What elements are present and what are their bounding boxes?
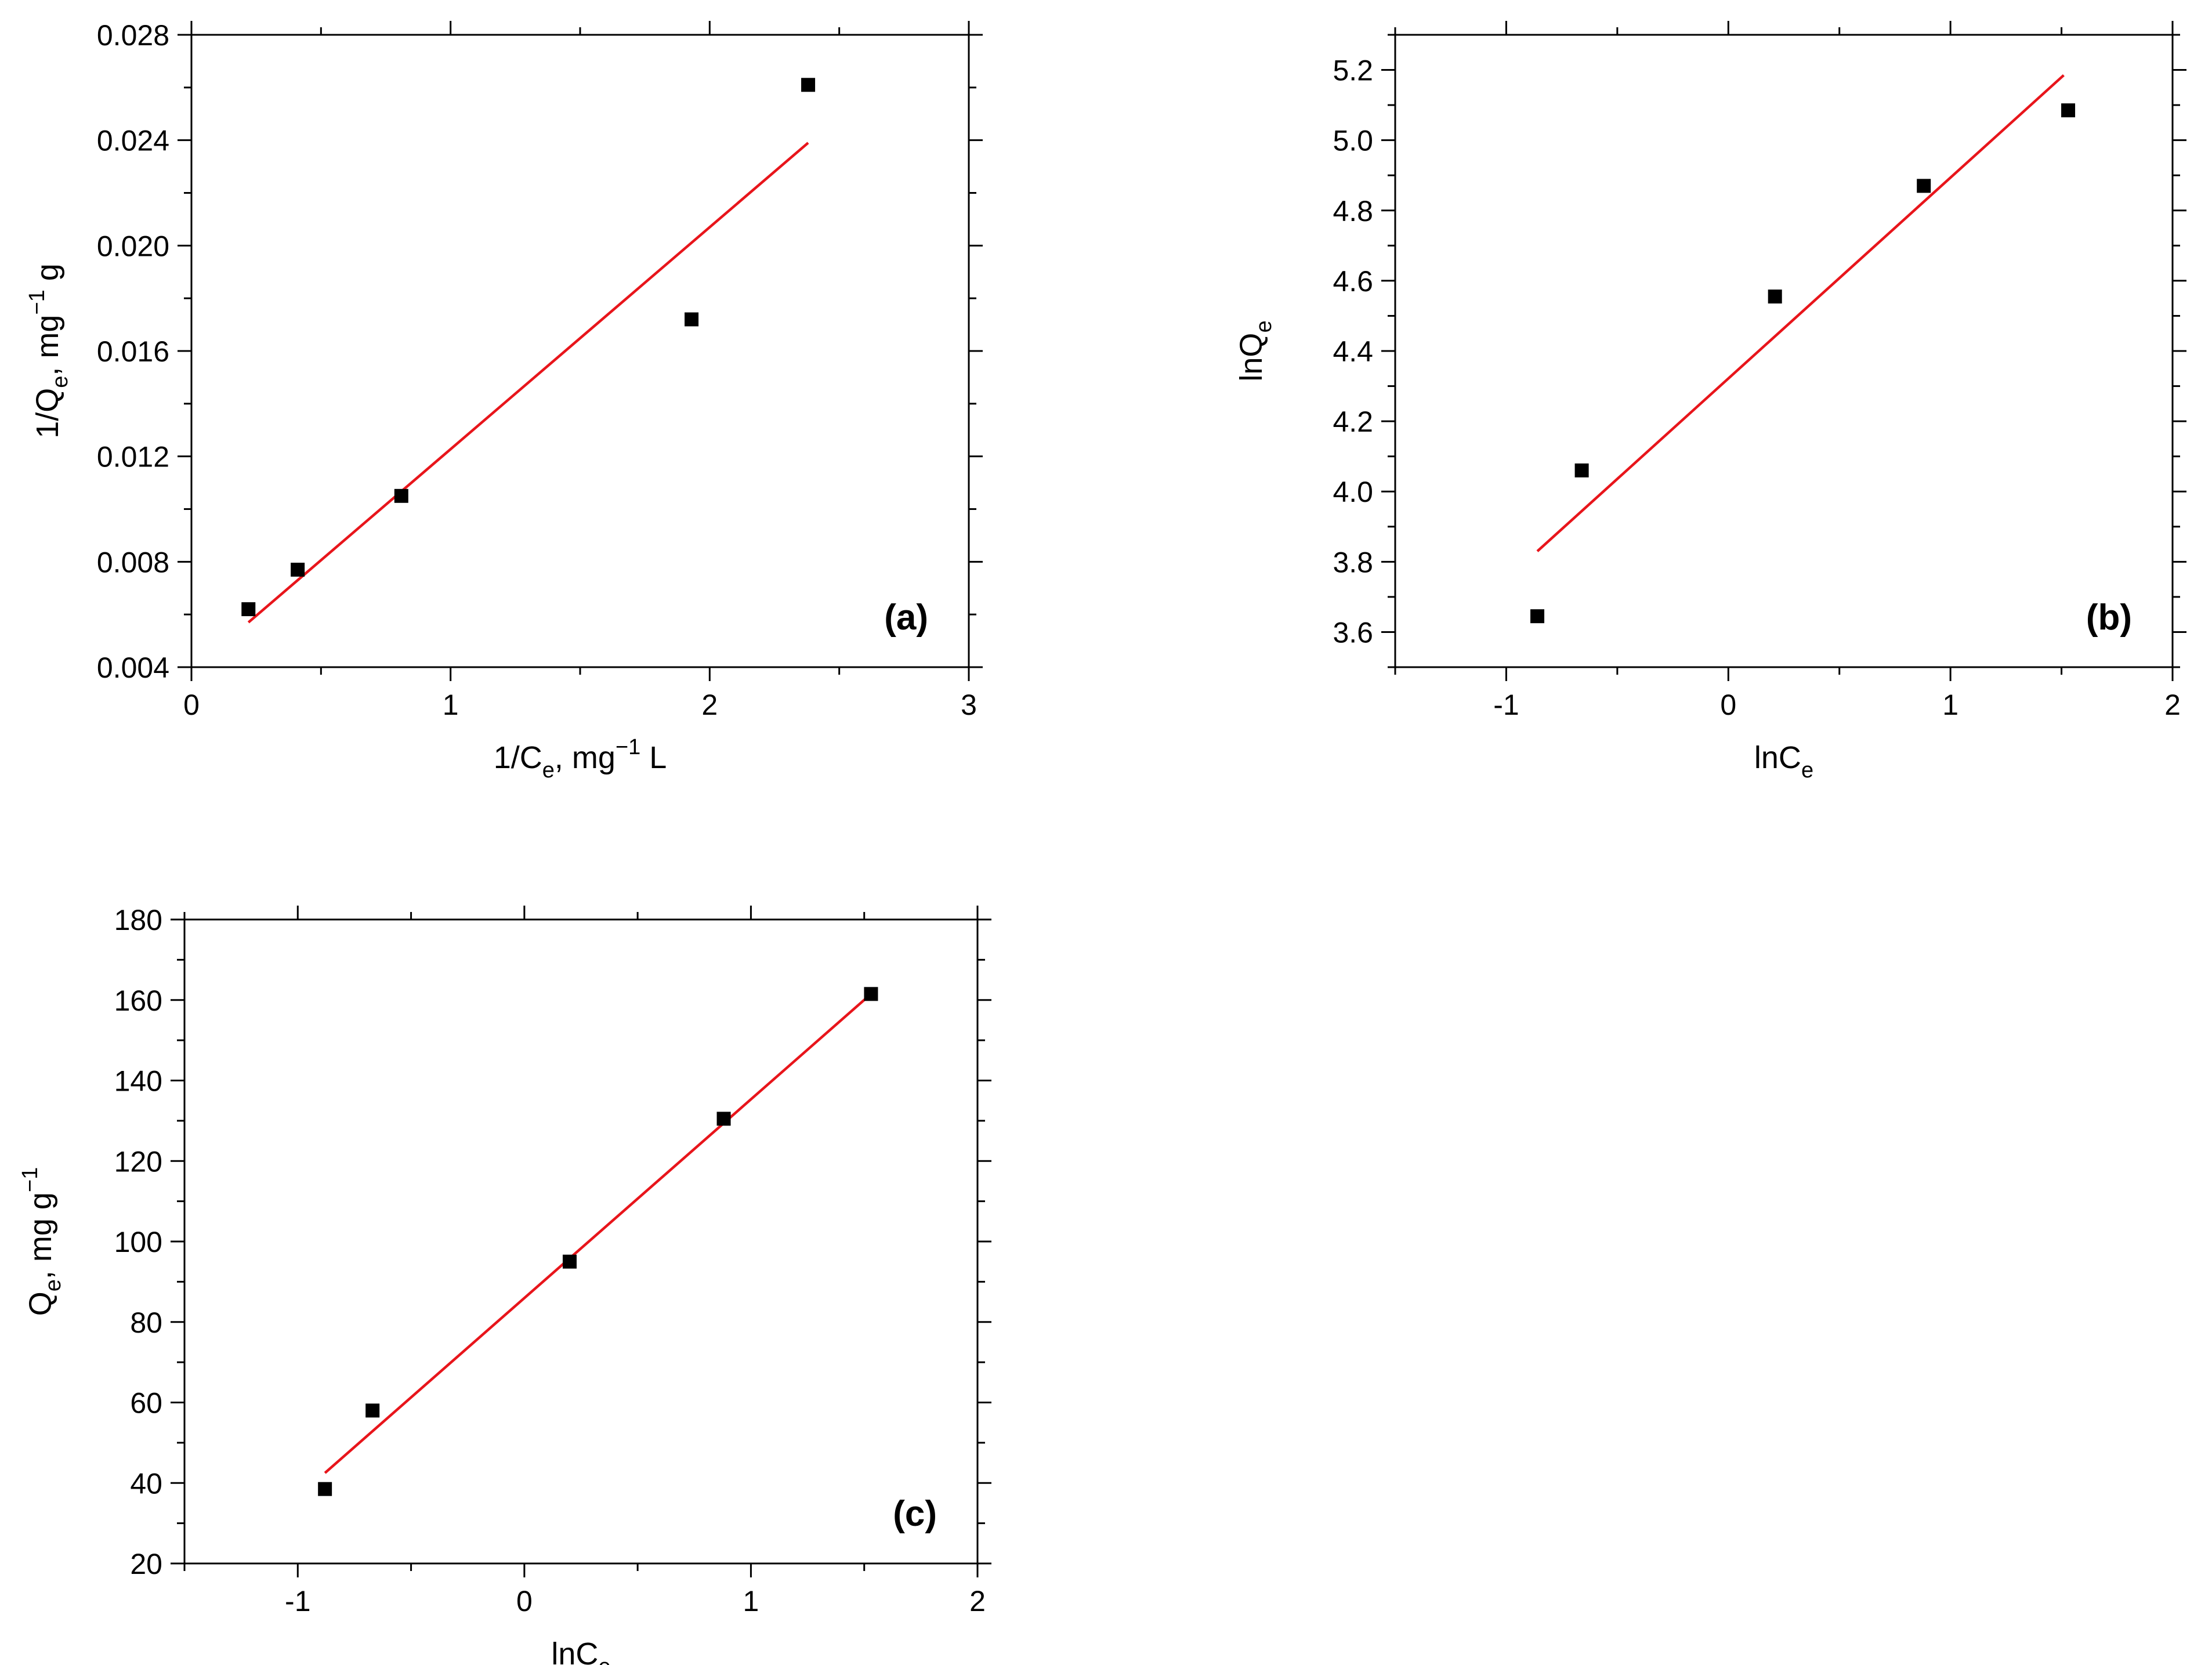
axis-label-main: lnQ [1234, 333, 1269, 382]
panel-a: 0 1 2 3 0.004 0.008 0.012 0.016 0.020 0.024 0.028 1… [25, 19, 983, 783]
y-tick-label: 5.2 [1333, 55, 1373, 87]
axis-label-main: 1/C [494, 740, 542, 775]
axis-label-sub: e [598, 1655, 610, 1665]
x-tick-label: 1 [743, 1585, 759, 1617]
data-point [2061, 103, 2076, 118]
x-axis-title: lnCe [551, 1637, 610, 1665]
axis-label-sup: −1 [25, 289, 49, 314]
x-tick-label: -1 [285, 1585, 310, 1617]
data-point [716, 1112, 731, 1126]
panel-label: (a) [884, 598, 928, 638]
data-point [365, 1403, 380, 1418]
axis-label-sub: e [1252, 320, 1276, 332]
y-tick-label: 5.0 [1333, 125, 1373, 157]
y-axis-title: Qe, mg g−1 [18, 1167, 66, 1316]
axis-label-tail: L [640, 740, 667, 775]
axis-label-sub: e [542, 758, 555, 783]
x-tick-label: 0 [183, 689, 200, 721]
axis-label-sub: e [48, 376, 73, 388]
data-point [291, 562, 305, 577]
x-tick-label: 1 [443, 689, 459, 721]
y-tick-label: 80 [130, 1306, 162, 1339]
x-axis-title: lnCe [1754, 740, 1813, 783]
y-tick-label: 3.6 [1333, 616, 1373, 649]
y-axis-title: lnQe [1234, 320, 1276, 381]
y-tick-label: 0.024 [97, 125, 169, 157]
fit-line [1536, 74, 2065, 552]
axis-label-main: 1/Q [30, 388, 65, 439]
y-tick-label: 4.6 [1333, 265, 1373, 298]
data-point [562, 1254, 577, 1269]
panel-b: -1 0 1 23.63.84.04.24.44.64.85.05.2lnCelnQe… [1234, 21, 2186, 783]
y-tick-label: 0.020 [97, 230, 169, 262]
x-axis-title: 1/Ce, mg−1 L [494, 735, 667, 783]
data-point [801, 78, 816, 92]
fit-line [247, 142, 809, 624]
x-tick-label: 0 [1720, 689, 1736, 721]
axis-label-main: lnC [1754, 740, 1801, 775]
y-tick-label: 4.2 [1333, 406, 1373, 438]
y-axis-title: 1/Qe, mg−1 g [25, 263, 73, 439]
y-tick-label: 100 [114, 1226, 162, 1258]
y-tick-label: 4.8 [1333, 195, 1373, 227]
axis-label-main: Q [23, 1291, 58, 1316]
fit-line [324, 993, 872, 1474]
y-tick-label: 40 [130, 1467, 162, 1500]
x-tick-label: 3 [961, 689, 977, 721]
y-tick-label: 20 [130, 1548, 162, 1580]
y-tick-label: 60 [130, 1387, 162, 1420]
axis-label-main: lnC [551, 1637, 598, 1665]
x-tick-label: 2 [2164, 689, 2181, 721]
y-tick-label: 180 [114, 904, 162, 936]
axis-label-rest: , mg [555, 740, 616, 775]
axis-label-rest: , mg g [23, 1192, 58, 1279]
axis-label-sup: −1 [18, 1167, 42, 1192]
y-tick-label: 0.012 [97, 441, 169, 473]
x-tick-label: 2 [969, 1585, 986, 1617]
plot-frame [1394, 34, 2174, 668]
y-tick-label: 4.4 [1333, 335, 1373, 368]
axis-label-rest: , mg [30, 315, 65, 376]
panel-label: (c) [893, 1494, 937, 1534]
panel-c: -101220406080100120140160180lnCeQe, mg g… [18, 904, 991, 1665]
data-point [685, 312, 699, 327]
x-tick-label: 2 [701, 689, 718, 721]
data-point [241, 602, 256, 617]
y-tick-label: 0.016 [97, 335, 169, 368]
axis-label-sub: e [41, 1279, 66, 1291]
data-point [318, 1482, 332, 1496]
axis-label-sup: −1 [616, 735, 640, 759]
data-point [1530, 609, 1545, 624]
x-tick-label: 0 [516, 1585, 533, 1617]
y-tick-label: 120 [114, 1145, 162, 1178]
axis-label-tail: g [30, 263, 65, 289]
y-tick-label: 0.008 [97, 546, 169, 578]
axis-label-sub: e [1801, 758, 1813, 783]
y-tick-label: 4.0 [1333, 476, 1373, 508]
data-point [864, 987, 878, 1001]
data-point [1917, 179, 1931, 193]
panel-label: (b) [2086, 598, 2132, 638]
y-tick-label: 3.8 [1333, 546, 1373, 578]
y-tick-label: 160 [114, 984, 162, 1017]
data-point [394, 488, 408, 503]
y-tick-label: 0.028 [97, 19, 169, 52]
data-point [1574, 463, 1589, 477]
y-tick-label: 140 [114, 1065, 162, 1098]
y-tick-label: 0.004 [97, 651, 169, 684]
data-point [1768, 289, 1782, 304]
plot-frame [183, 918, 979, 1565]
x-tick-label: -1 [1493, 689, 1519, 721]
x-tick-label: 1 [1942, 689, 1958, 721]
